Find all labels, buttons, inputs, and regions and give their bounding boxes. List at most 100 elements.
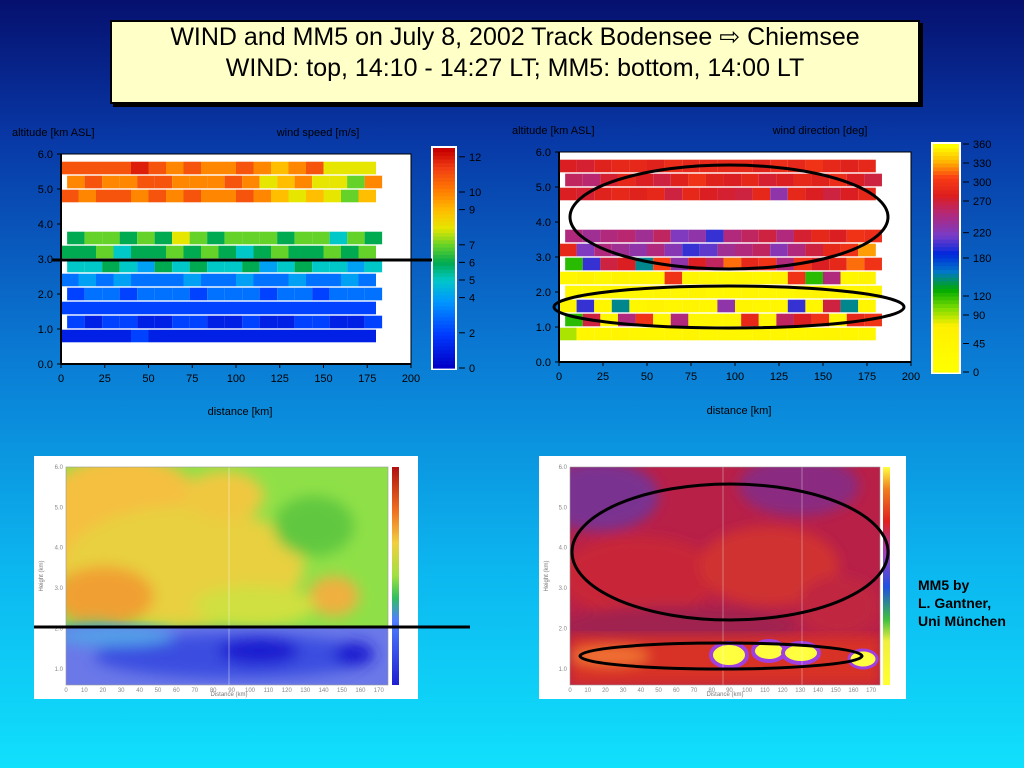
heatmap-cell bbox=[664, 159, 683, 173]
heatmap-cell bbox=[611, 159, 630, 173]
heatmap-cell bbox=[594, 243, 612, 257]
heatmap-cell bbox=[600, 229, 618, 243]
colorbar-tick-label: 0 bbox=[469, 363, 475, 375]
heatmap-cell bbox=[793, 229, 812, 243]
heatmap-cell bbox=[312, 175, 330, 189]
heatmap-cell bbox=[846, 229, 865, 243]
heatmap-cell bbox=[664, 243, 683, 257]
heatmap-cell bbox=[559, 271, 577, 285]
x-axis-label: distance [km] bbox=[208, 406, 273, 418]
colorbar-swatch bbox=[933, 239, 959, 244]
y-tick-label: 5.0 bbox=[536, 182, 551, 194]
heatmap-cell bbox=[148, 329, 166, 343]
colorbar: 0 2 4 5 6 7 9 10 12 bbox=[431, 146, 481, 375]
heatmap-cell bbox=[582, 229, 601, 243]
colorbar-swatch bbox=[933, 193, 959, 198]
heatmap-cell bbox=[846, 285, 865, 299]
heatmap-cell bbox=[96, 189, 114, 203]
heatmap-cell bbox=[137, 231, 155, 245]
y-axis-label: Height (km) bbox=[544, 560, 550, 591]
colorbar-tick-label: 270 bbox=[973, 196, 991, 208]
y-tick-label: 3.0 bbox=[38, 254, 53, 266]
x-tick-label: 175 bbox=[358, 373, 376, 385]
y-tick-label: 1.0 bbox=[559, 667, 568, 673]
heatmap-cell bbox=[741, 173, 759, 187]
heatmap-cell bbox=[829, 257, 847, 271]
heatmap-cell bbox=[594, 271, 612, 285]
heatmap-cell bbox=[271, 273, 289, 287]
heatmap-cell bbox=[201, 301, 219, 315]
heatmap-cell bbox=[84, 175, 103, 189]
colorbar-swatch bbox=[933, 269, 959, 274]
colorbar-swatch bbox=[433, 287, 455, 292]
heatmap-cell bbox=[565, 257, 583, 271]
heatmap-cell bbox=[218, 161, 236, 175]
heatmap-cell bbox=[793, 257, 812, 271]
colorbar-swatch bbox=[933, 360, 959, 365]
colorbar-swatch bbox=[433, 258, 455, 263]
heatmap-cell bbox=[288, 245, 306, 259]
colorbar-swatch bbox=[433, 272, 455, 277]
heatmap-cell bbox=[811, 257, 830, 271]
heatmap-cell bbox=[201, 189, 219, 203]
y-tick-label: 3.0 bbox=[536, 252, 551, 264]
colorbar-tick-label: 300 bbox=[973, 177, 991, 189]
y-tick-label: 2.0 bbox=[536, 287, 551, 299]
credit-line1: MM5 by bbox=[918, 577, 970, 593]
colorbar-swatch bbox=[933, 144, 959, 149]
heatmap-cell bbox=[823, 299, 841, 313]
heatmap-cell bbox=[312, 287, 330, 301]
x-tick-label: 100 bbox=[245, 688, 256, 694]
colorbar-tick-label: 9 bbox=[469, 205, 475, 217]
heatmap-cell bbox=[770, 243, 788, 257]
colorbar-tick-label: 360 bbox=[973, 139, 991, 151]
x-tick-label: 110 bbox=[760, 688, 770, 694]
heatmap-cell bbox=[776, 173, 794, 187]
heatmap-cell bbox=[829, 313, 847, 327]
x-tick-label: 75 bbox=[685, 371, 697, 383]
colorbar-swatch bbox=[933, 284, 959, 289]
y-tick-label: 5.0 bbox=[38, 184, 53, 196]
heatmap-cell bbox=[288, 301, 306, 315]
heatmap-cell bbox=[629, 271, 647, 285]
heatmap-cell bbox=[682, 243, 700, 257]
heatmap-cell bbox=[329, 315, 348, 329]
colorbar-swatch bbox=[433, 364, 455, 369]
heatmap-cell bbox=[271, 161, 289, 175]
colorbar-swatch bbox=[433, 294, 455, 299]
heatmap-cell bbox=[576, 243, 595, 257]
colorbar-swatch bbox=[933, 364, 959, 369]
heatmap-cell bbox=[840, 271, 859, 285]
heatmap-cell bbox=[717, 299, 735, 313]
colorbar-swatch bbox=[933, 334, 959, 339]
x-tick-label: 60 bbox=[173, 688, 180, 694]
colorbar-swatch bbox=[933, 349, 959, 354]
heatmap-cell bbox=[183, 189, 201, 203]
heatmap-cell bbox=[793, 285, 812, 299]
heatmap-cell bbox=[277, 315, 295, 329]
heatmap-cell bbox=[758, 285, 777, 299]
heatmap-cell bbox=[864, 285, 882, 299]
heatmap-cell bbox=[559, 243, 577, 257]
heatmap-cell bbox=[113, 161, 131, 175]
heatmap-cell bbox=[312, 231, 330, 245]
y-tick-label: 4.0 bbox=[38, 219, 53, 231]
heatmap-cell bbox=[705, 257, 724, 271]
heatmap-cell bbox=[96, 161, 114, 175]
colorbar-swatch bbox=[433, 166, 455, 171]
heatmap-cell bbox=[189, 259, 208, 273]
heatmap-cell bbox=[829, 229, 847, 243]
y-tick-label: 6.0 bbox=[536, 147, 551, 159]
colorbar-tick-label: 2 bbox=[469, 328, 475, 340]
heatmap-cell bbox=[78, 245, 96, 259]
heatmap-cell bbox=[294, 259, 313, 273]
heatmap-cell bbox=[787, 159, 806, 173]
heatmap-cell bbox=[78, 273, 96, 287]
heatmap-cell bbox=[758, 257, 777, 271]
heatmap-cell bbox=[858, 327, 876, 341]
heatmap-cell bbox=[323, 245, 341, 259]
colorbar-swatch bbox=[933, 170, 959, 175]
x-axis-label: distance [km] bbox=[707, 405, 772, 417]
x-tick-label: 150 bbox=[337, 688, 348, 694]
heatmap-cell bbox=[61, 245, 79, 259]
